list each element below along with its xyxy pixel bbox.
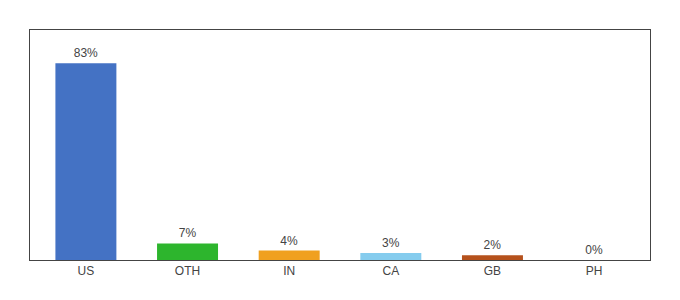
svg-text:83%: 83% (74, 46, 98, 60)
svg-text:2%: 2% (484, 238, 502, 252)
svg-text:PH: PH (586, 264, 603, 278)
svg-text:IN: IN (283, 264, 295, 278)
svg-text:3%: 3% (382, 236, 400, 250)
svg-text:4%: 4% (280, 234, 298, 248)
svg-text:GB: GB (484, 264, 501, 278)
svg-text:OTH: OTH (175, 264, 200, 278)
svg-text:0%: 0% (585, 243, 603, 257)
svg-text:US: US (78, 264, 95, 278)
svg-text:CA: CA (382, 264, 399, 278)
svg-text:7%: 7% (179, 226, 197, 240)
